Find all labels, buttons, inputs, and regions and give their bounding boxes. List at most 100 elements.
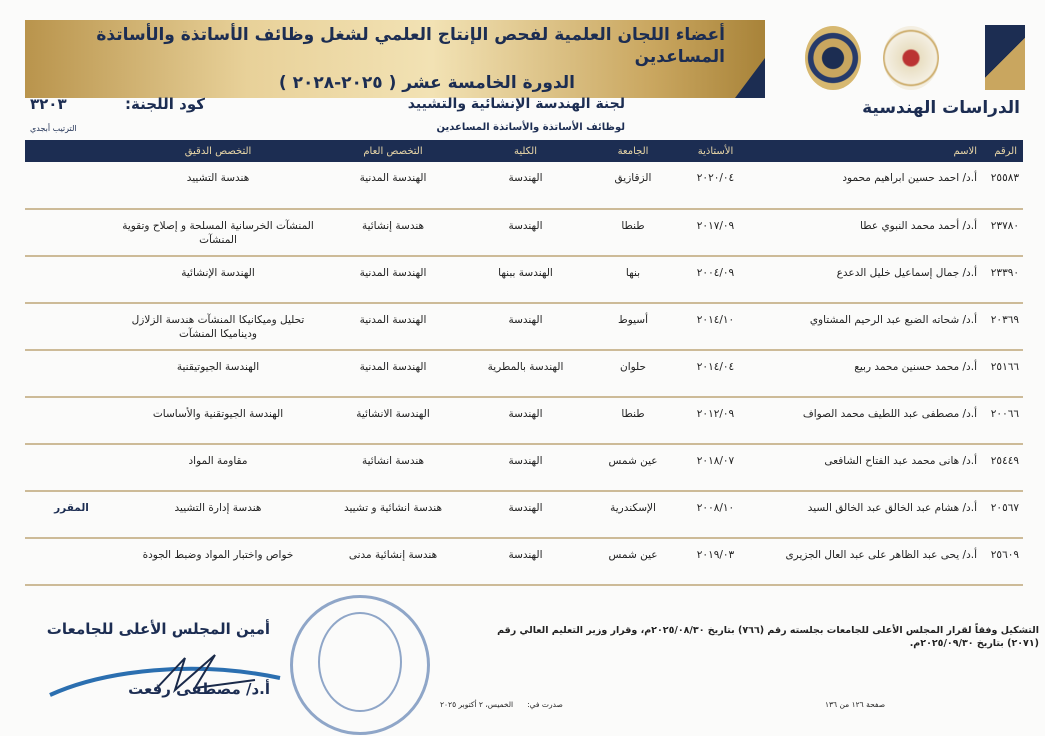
specific-specialty: مقاومة المواد [118,444,318,492]
member-name: أ.د/ احمد حسين ابراهيم محمود [748,162,983,210]
issued-date-value: الخميس، ٢ أكتوبر ٢٠٢٥ [440,700,514,709]
col-header-note [25,140,118,162]
professorship-date: ٢٠٢٠/٠٤ [683,162,748,210]
university: الزقازيق [583,162,683,210]
table-row: ٢٠٥٦٧ أ.د/ هشام عبد الخالق عبد الخالق الس… [25,491,1023,539]
issue-date: صدرت في: الخميس، ٢ أكتوبر ٢٠٢٥ [440,700,563,709]
order-note: الترتيب أبجدي [30,124,77,133]
member-role [25,209,118,257]
member-id: ٢٥٥٨٣ [983,162,1023,210]
member-id: ٢٥٤٤٩ [983,444,1023,492]
specific-specialty: الهندسة الإنشائية [118,256,318,304]
member-role [25,303,118,351]
col-header-specific-specialty: التخصص الدقيق [118,140,318,162]
general-specialty: هندسة انشائية [318,444,468,492]
official-stamp [290,595,430,735]
committee-code-label: كود اللجنة: [125,95,205,113]
university: طنطا [583,397,683,445]
professorship-date: ٢٠٠٤/٠٩ [683,256,748,304]
signature [49,654,281,697]
col-header-professorship: الأستاذية [683,140,748,162]
table-row: ٢٣٣٩٠ أ.د/ جمال إسماعيل خليل الدعدع ٢٠٠٤/٠… [25,256,1023,304]
page-number: صفحة ١٢٦ من ١٣٦ [825,700,886,709]
university: الإسكندرية [583,491,683,539]
member-role [25,397,118,445]
col-header-name: الاسم [748,140,983,162]
department-title: الدراسات الهندسية [862,98,1020,118]
table-row: ٢٥٤٤٩ أ.د/ هانى محمد عبد الفتاح الشافعى ٢٠… [25,444,1023,492]
general-specialty: الهندسة المدنية [318,303,468,351]
specific-specialty: تحليل وميكانيكا المنشآت هندسة الزلازل ود… [118,303,318,351]
committee-code: كود اللجنة: ٣٢٠٣ [30,95,205,113]
member-role: المقرر [25,491,118,539]
faculty: الهندسة [468,162,583,210]
general-specialty: هندسة انشائية و تشييد [318,491,468,539]
member-name: أ.د/ مصطفى عبد اللطيف محمد الصواف [748,397,983,445]
general-specialty: الهندسة المدنية [318,162,468,210]
faculty: الهندسة [468,491,583,539]
specific-specialty: هندسة إدارة التشييد [118,491,318,539]
table-row: ٢٥١٦٦ أ.د/ محمد حسنين محمد ربيع ٢٠١٤/٠٤ حلو… [25,350,1023,398]
member-id: ٢٥٦٠٩ [983,538,1023,586]
general-specialty: الهندسة المدنية [318,350,468,398]
member-name: أ.د/ محمد حسنين محمد ربيع [748,350,983,398]
member-name: أ.د/ جمال إسماعيل خليل الدعدع [748,256,983,304]
table-row: ٢٠٣٦٩ أ.د/ شحاته الضبع عبد الرحيم المشتاو… [25,303,1023,351]
faculty: الهندسة بالمطرية [468,350,583,398]
member-id: ٢٠٣٦٩ [983,303,1023,351]
member-role [25,350,118,398]
member-name: أ.د/ يحى عبد الظاهر على عبد العال الجزير… [748,538,983,586]
table-header: الرقم الاسم الأستاذية الجامعة الكلية الت… [25,140,1023,162]
member-id: ٢٠٠٦٦ [983,397,1023,445]
member-role [25,538,118,586]
secretary-name: أ.د/ مصطفى رفعت [128,680,270,698]
member-name: أ.د/ شحاته الضبع عبد الرحيم المشتاوي [748,303,983,351]
member-role [25,444,118,492]
col-header-general-specialty: التخصص العام [318,140,468,162]
issued-label: صدرت في: [527,700,563,709]
member-name: أ.د/ هانى محمد عبد الفتاح الشافعى [748,444,983,492]
member-id: ٢٣٧٨٠ [983,209,1023,257]
faculty: الهندسة ببنها [468,256,583,304]
university: أسيوط [583,303,683,351]
professorship-date: ٢٠١٤/٠٤ [683,350,748,398]
table-row: ٢٠٠٦٦ أ.د/ مصطفى عبد اللطيف محمد الصواف ٢٠… [25,397,1023,445]
col-header-university: الجامعة [583,140,683,162]
committee-name: لجنة الهندسة الإنشائية والتشييد [407,96,625,112]
committee-subtitle: لوظائف الأساتذة والأساتذة المساعدين [436,122,626,133]
professorship-date: ٢٠١٨/٠٧ [683,444,748,492]
specific-specialty: الهندسة الجيوتيقنية [118,350,318,398]
banner-corner-decoration [735,58,765,98]
professorship-date: ٢٠١٧/٠٩ [683,209,748,257]
corner-decoration [985,25,1025,90]
university: بنها [583,256,683,304]
faculty: الهندسة [468,444,583,492]
col-header-faculty: الكلية [468,140,583,162]
general-specialty: هندسة إنشائية [318,209,468,257]
member-role [25,256,118,304]
member-id: ٢٥١٦٦ [983,350,1023,398]
title-banner: أعضاء اللجان العلمية لفحص الإنتاج العلمي… [25,20,765,98]
document-subtitle: الدورة الخامسة عشر ( ٢٠٢٥-٢٠٢٨ ) [278,73,575,93]
faculty: الهندسة [468,538,583,586]
member-name: أ.د/ أحمد محمد النبوي عطا [748,209,983,257]
member-role [25,162,118,210]
university: طنطا [583,209,683,257]
table-row: ٢٥٦٠٩ أ.د/ يحى عبد الظاهر على عبد العال ا… [25,538,1023,586]
ministry-eagle-logo [883,26,939,90]
specific-specialty: المنشآت الخرسانية المسلحة و إصلاح وتقوية… [118,209,318,257]
faculty: الهندسة [468,397,583,445]
university: عين شمس [583,444,683,492]
general-specialty: الهندسة المدنية [318,256,468,304]
decree-text: التشكيل وفقاً لقرار المجلس الأعلى للجامع… [497,625,1039,649]
professorship-date: ٢٠١٩/٠٣ [683,538,748,586]
member-id: ٢٣٣٩٠ [983,256,1023,304]
stamp-inner-ring [318,612,402,712]
general-specialty: هندسة إنشائية مدنى [318,538,468,586]
university: عين شمس [583,538,683,586]
secretary-title: أمين المجلس الأعلى للجامعات [46,620,270,638]
professorship-date: ٢٠٠٨/١٠ [683,491,748,539]
member-id: ٢٠٥٦٧ [983,491,1023,539]
excellence-logo [805,26,861,90]
table-row: ٢٣٧٨٠ أ.د/ أحمد محمد النبوي عطا ٢٠١٧/٠٩ طنط… [25,209,1023,257]
